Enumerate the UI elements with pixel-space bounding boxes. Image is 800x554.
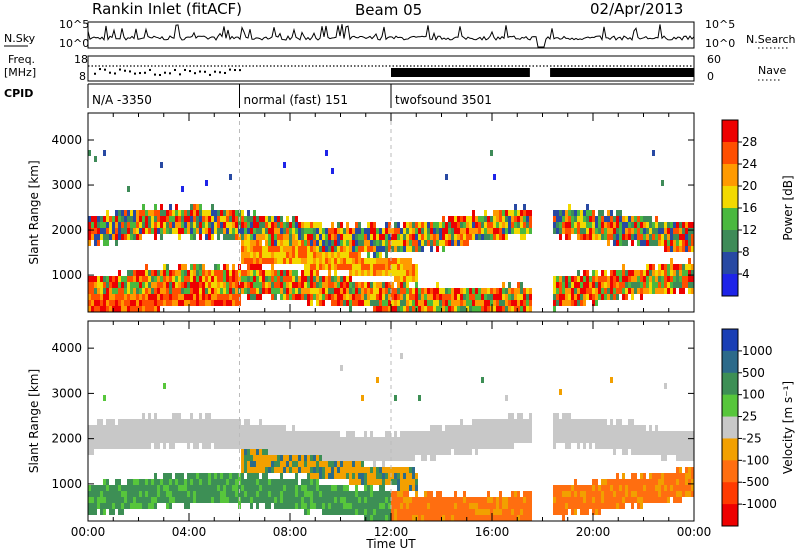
- heatmap-cells: [88, 353, 694, 521]
- y-axis-label: Slant Range [km]: [27, 369, 41, 473]
- velocity-panel: 1000 2000 3000 4000 00:00 04:00 08:00 12:00 16:0…: [27, 320, 712, 539]
- nsky-tick-high: 10^5: [59, 18, 89, 31]
- colorbar-swatch: [722, 416, 738, 439]
- cpid-panel: N/A -3350 normal (fast) 151 twofsound 3501: [87, 83, 694, 108]
- cpid-segment-label: N/A -3350: [92, 93, 152, 107]
- power-panel: 1000 2000 3000 4000 Slant Range [km]: [27, 112, 695, 313]
- colorbar-swatch: [722, 120, 738, 143]
- y-tick-label: 2000: [51, 432, 82, 446]
- colorbar-swatch: [722, 274, 738, 297]
- freq-nave-trace: [88, 65, 694, 77]
- colorbar-swatch: [722, 186, 738, 209]
- nave-tick-high: 60: [707, 53, 721, 66]
- nsearch-label: N.Search: [746, 33, 796, 46]
- colorbar-tick-label: 24: [742, 157, 757, 171]
- cpid-segment-label: twofsound 3501: [395, 93, 492, 107]
- freq-tick-high: 18: [74, 53, 88, 66]
- y-tick-label: 2000: [51, 223, 82, 237]
- station-title: Rankin Inlet (fitACF): [92, 0, 242, 18]
- x-tick-label: 04:00: [172, 525, 207, 539]
- nave-label: Nave: [758, 64, 786, 77]
- nsky-tick-low: 10^0: [59, 37, 89, 50]
- power-colorbar: 28 24 20 16 12 8 4 Power [dB]: [721, 119, 795, 297]
- freq-label-1: Freq.: [8, 53, 35, 66]
- colorbar-frame: [721, 328, 739, 527]
- colorbar-tick-label: 500: [742, 366, 765, 380]
- x-axis-label: Time UT: [365, 537, 416, 551]
- y-tick-label: 1000: [51, 268, 82, 282]
- colorbar-tick-label: 100: [742, 388, 765, 402]
- x-tick-label: 00:00: [71, 525, 106, 539]
- colorbar-swatch: [722, 460, 738, 483]
- colorbar-swatch: [722, 208, 738, 231]
- colorbar-swatch: [722, 438, 738, 461]
- freq-tick-low: 8: [79, 70, 86, 83]
- y-tick-label: 3000: [51, 178, 82, 192]
- colorbar-swatch: [722, 230, 738, 253]
- freq-label-2: [MHz]: [4, 66, 36, 79]
- colorbar-tick-label: -1000: [742, 497, 777, 511]
- nave-tick-low: 0: [707, 70, 714, 83]
- x-tick-label: 16:00: [475, 525, 510, 539]
- colorbar-tick-label: 1000: [742, 344, 773, 358]
- cpid-label: CPID: [4, 87, 33, 100]
- colorbar-tick-label: 16: [742, 201, 757, 215]
- y-tick-label: 1000: [51, 477, 82, 491]
- velocity-colorbar: 1000 500 100 25 -25 -100 -500 -1000 Velocity [m …: [721, 328, 795, 527]
- heatmap-cells: [88, 150, 694, 312]
- colorbar-swatch: [722, 504, 738, 527]
- colorbar-tick-label: 28: [742, 135, 757, 149]
- nsky-label: N.Sky: [4, 32, 36, 45]
- colorbar-tick-label: -25: [742, 431, 762, 445]
- colorbar-tick-label: -500: [742, 475, 769, 489]
- x-tick-label: 08:00: [273, 525, 308, 539]
- colorbar-swatch: [722, 164, 738, 187]
- nsky-right-tick-low: 10^0: [705, 37, 735, 50]
- colorbar-tick-label: 12: [742, 223, 757, 237]
- y-axis-label: Slant Range [km]: [27, 160, 41, 264]
- colorbar-swatch: [722, 372, 738, 396]
- colorbar-tick-label: 8: [742, 245, 750, 259]
- date-title: 02/Apr/2013: [590, 0, 683, 18]
- y-tick-label: 3000: [51, 386, 82, 400]
- colorbar-swatch: [722, 329, 738, 352]
- colorbar-swatch: [722, 482, 738, 505]
- y-tick-label: 4000: [51, 133, 82, 147]
- nsky-right-tick-high: 10^5: [705, 18, 735, 31]
- colorbar-tick-label: 20: [742, 179, 757, 193]
- x-tick-label: 20:00: [576, 525, 611, 539]
- x-tick-label: 00:00: [677, 525, 712, 539]
- colorbar-swatch: [722, 394, 738, 418]
- colorbar-label: Velocity [m s⁻¹]: [781, 381, 795, 474]
- colorbar-tick-label: 4: [742, 267, 750, 281]
- beam-title: Beam 05: [355, 1, 422, 19]
- colorbar-swatch: [722, 252, 738, 275]
- colorbar-tick-label: -100: [742, 453, 769, 467]
- nsky-trace: [87, 24, 695, 48]
- cpid-segment-label: normal (fast) 151: [244, 93, 348, 107]
- colorbar-swatch: [722, 142, 738, 165]
- colorbar-swatch: [722, 350, 738, 374]
- y-tick-label: 4000: [51, 341, 82, 355]
- colorbar-tick-label: 25: [742, 410, 757, 424]
- x-tick-label: 12:00: [374, 525, 409, 539]
- colorbar-label: Power [dB]: [781, 175, 795, 240]
